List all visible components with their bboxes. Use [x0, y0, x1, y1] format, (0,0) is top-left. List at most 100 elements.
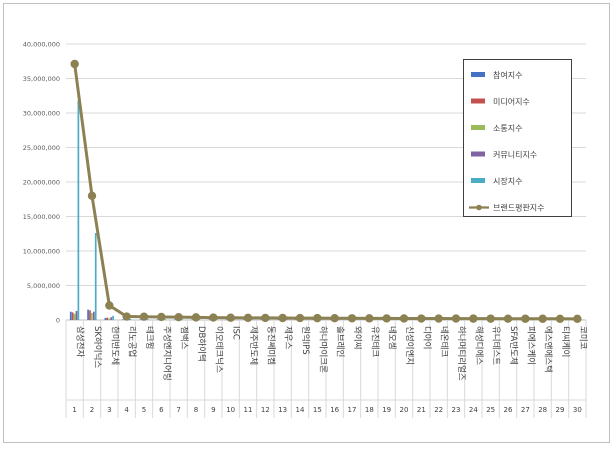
- line-point: [313, 313, 322, 323]
- x-rank-label: 4: [124, 406, 129, 414]
- legend-marker: [476, 204, 482, 211]
- x-category-label: 이오테크닉스: [213, 326, 224, 373]
- bar-커뮤니티지수: [75, 311, 78, 320]
- x-category-label: 한미반도체: [109, 326, 120, 365]
- y-tick-label: 30,000,000: [23, 110, 60, 118]
- x-category-label: 솔브레인: [335, 326, 346, 357]
- line-point: [105, 301, 114, 310]
- y-tick-label: 0: [56, 317, 60, 325]
- x-category-label: 하나머티리얼즈: [456, 326, 467, 381]
- legend-swatch: [471, 98, 485, 104]
- x-category-label: ISC: [231, 326, 241, 340]
- x-category-label: 네오셈: [387, 326, 397, 349]
- x-rank-label: 20: [400, 406, 409, 414]
- bar-시장지수: [94, 233, 97, 320]
- bar-소통지수: [91, 313, 93, 320]
- line-point: [226, 313, 235, 322]
- bar-참여지수: [225, 319, 228, 320]
- line-point: [451, 314, 461, 323]
- x-category-label: 하나마이크론: [317, 326, 328, 373]
- x-category-label: 에스앤에스텍: [543, 326, 554, 373]
- bar-시장지수: [198, 319, 201, 320]
- x-rank-label: 21: [417, 406, 426, 414]
- y-tick-label: 20,000,000: [23, 179, 60, 187]
- bar-미디어지수: [89, 310, 91, 320]
- line-point: [70, 59, 79, 69]
- x-rank-label: 22: [434, 406, 443, 414]
- x-rank-label: 17: [348, 406, 357, 414]
- x-category-label: 티씨케이: [560, 326, 571, 357]
- bar-시장지수: [112, 315, 114, 320]
- x-rank-label: 13: [278, 406, 287, 414]
- x-category-label: 유진테크: [369, 326, 380, 357]
- legend-swatch: [471, 125, 485, 130]
- x-rank-label: 8: [194, 406, 198, 414]
- x-category-label: 신성이엔지: [404, 326, 415, 365]
- x-category-label: 제우스: [283, 326, 293, 350]
- bar-참여지수: [260, 319, 263, 320]
- line-point: [191, 313, 201, 322]
- y-axis-ticks: 0 5,000,000 10,000,000 15,000,000 20,000,000…: [23, 41, 60, 325]
- line-point: [382, 314, 391, 323]
- line-point: [399, 314, 409, 323]
- y-tick-label: 10,000,000: [23, 248, 60, 256]
- x-rank-label: 11: [244, 406, 253, 414]
- x-rank-label: 7: [176, 406, 180, 414]
- x-category-label: 원익IPS: [300, 326, 311, 355]
- x-category-label: DB하이텍: [196, 326, 207, 362]
- y-tick-label: 5,000,000: [27, 282, 60, 290]
- line-point: [139, 312, 149, 321]
- line-point: [261, 313, 270, 323]
- x-rank-label: 16: [330, 406, 339, 414]
- legend-label: 커뮤니티지수: [493, 150, 537, 160]
- bar-시장지수: [77, 100, 80, 320]
- x-rank-label: 9: [211, 406, 215, 414]
- legend-box: [463, 59, 572, 217]
- bar-커뮤니티지수: [92, 311, 95, 320]
- bar-참여지수: [139, 319, 141, 320]
- bar-미디어지수: [71, 312, 74, 320]
- line-point: [87, 191, 97, 200]
- bar-커뮤니티지수: [110, 317, 112, 320]
- line-point: [209, 313, 218, 322]
- y-tick-label: 15,000,000: [23, 213, 60, 221]
- bar-시장지수: [181, 319, 184, 320]
- legend-label: 미디어지수: [493, 97, 530, 107]
- legend-swatch: [471, 178, 485, 183]
- x-rank-label: 3: [107, 406, 111, 414]
- line-point: [573, 314, 582, 324]
- line-point: [278, 313, 287, 323]
- x-category-label: 해성디에스: [473, 326, 483, 365]
- x-category-label: 네온테크: [439, 326, 449, 357]
- x-category-label: 코미코: [577, 326, 587, 350]
- x-category-label: 유니테스트: [491, 326, 502, 365]
- line-point: [347, 314, 357, 323]
- line-point: [538, 314, 547, 323]
- bar-참여지수: [208, 319, 211, 320]
- bar-참여지수: [87, 309, 89, 320]
- bar-참여지수: [295, 319, 297, 320]
- bar-시장지수: [164, 319, 166, 320]
- bar-시장지수: [233, 319, 236, 320]
- bar-시장지수: [216, 319, 218, 320]
- x-category-label: SFA반도체: [508, 326, 519, 365]
- bar-시장지수: [129, 318, 132, 320]
- bar-참여지수: [191, 319, 193, 320]
- x-rank-label: 5: [142, 406, 146, 414]
- x-rank-label: 12: [261, 406, 270, 414]
- bar-참여지수: [312, 319, 315, 320]
- x-category-label: 제주반도체: [248, 326, 259, 365]
- x-rank-label: 15: [313, 406, 322, 414]
- x-rank-label: 27: [521, 406, 530, 414]
- legend-swatch: [471, 151, 485, 157]
- line-point: [157, 312, 166, 322]
- x-rank-label: 19: [382, 406, 391, 414]
- y-tick-label: 35,000,000: [23, 75, 60, 83]
- bar-소통지수: [73, 313, 76, 320]
- line-point: [434, 314, 443, 323]
- line-point: [122, 312, 131, 321]
- line-point: [330, 314, 339, 323]
- x-rank-label: 23: [452, 406, 461, 414]
